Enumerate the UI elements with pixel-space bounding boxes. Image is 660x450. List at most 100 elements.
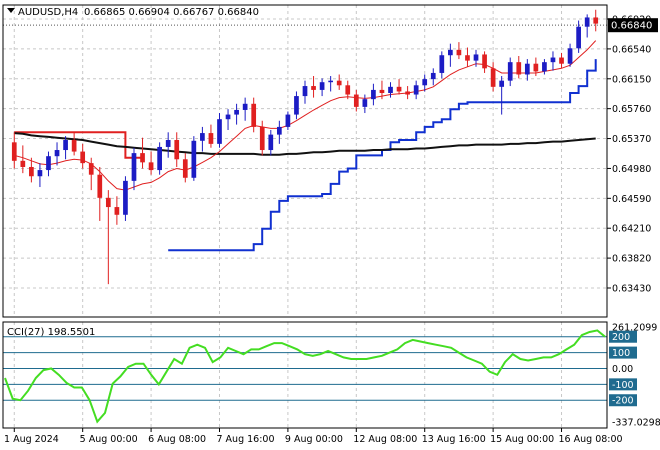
candle-body [456, 49, 462, 56]
candle-body [353, 94, 359, 107]
cci-tick-label: -200 [612, 396, 634, 407]
price-tick-label: 0.66540 [612, 44, 651, 55]
candle-body [533, 63, 539, 72]
cci-tick-label: -100 [612, 380, 634, 391]
candle-body [46, 156, 51, 171]
time-tick-label: 9 Aug 00:00 [285, 434, 343, 445]
candle-body [242, 103, 248, 110]
candle-body [165, 140, 171, 147]
candle-body [88, 163, 94, 175]
candle-body [379, 89, 385, 93]
cci-tick-label: 100 [612, 348, 630, 359]
price-axis: 0.669200.665400.661500.657600.653700.649… [607, 15, 651, 295]
candle-body [593, 17, 599, 24]
candles [11, 9, 599, 285]
price-tick-label: 0.63820 [612, 254, 651, 265]
cci-panel-frame [2, 321, 608, 429]
time-tick-label: 15 Aug 00:00 [490, 434, 554, 445]
candle-body [276, 126, 282, 135]
chevron-down-icon[interactable] [7, 8, 15, 13]
time-tick-label: 6 Aug 08:00 [148, 434, 206, 445]
candle-body [200, 133, 205, 141]
candle-body [285, 114, 291, 127]
cci-level-tag [609, 346, 637, 359]
cci-level-tag [609, 394, 637, 407]
candle-body [251, 103, 257, 127]
candle-body [259, 126, 265, 151]
candle-body [396, 86, 402, 92]
fast-moving-average-line [14, 40, 597, 191]
candle-body [422, 79, 428, 86]
candle-body [559, 57, 564, 64]
cci-tick-label: -337.0298 [612, 418, 660, 429]
candle-body [473, 54, 479, 61]
cci-line [4, 329, 606, 424]
cci-tick-label: 200 [612, 332, 630, 343]
candle-body [234, 109, 239, 115]
candle-body [439, 55, 445, 73]
candle-body [294, 96, 299, 115]
candle-body [405, 91, 410, 95]
price-tag-background [608, 18, 658, 33]
candle-body [123, 180, 128, 215]
candle-body [413, 85, 419, 95]
candle-body [63, 140, 68, 151]
cci-title: CCI(27) 198.5501 [7, 327, 95, 338]
time-axis: 1 Aug 2024 5 Aug 00:00 6 Aug 08:00 7 Aug 16… [4, 428, 623, 445]
candle-body [584, 17, 590, 27]
candle-body [371, 89, 376, 100]
candle-body [140, 153, 145, 163]
candle-body [499, 80, 505, 87]
candle-body [114, 207, 120, 215]
price-tick-label: 0.64210 [612, 224, 651, 235]
candle-body [208, 133, 214, 144]
candle-body [97, 174, 103, 198]
candle-body [576, 26, 581, 49]
main-panel-frame [2, 4, 608, 318]
candle-body [345, 85, 351, 95]
candle-body [550, 57, 556, 63]
time-tick-label: 5 Aug 00:00 [80, 434, 138, 445]
cci-tick-label: 0.00 [612, 364, 633, 375]
candle-body [524, 63, 530, 75]
cci-tick-label: 261.2099 [612, 323, 657, 334]
time-tick-label: 16 Aug 08:00 [559, 434, 623, 445]
candle-body [362, 99, 368, 107]
candle-body [11, 142, 17, 161]
time-tick-label: 1 Aug 2024 [4, 434, 59, 445]
candle-body [567, 48, 573, 64]
price-tick-label: 0.64590 [612, 194, 651, 205]
current-price-tag: 0.66840 [608, 18, 658, 33]
candle-body [20, 160, 26, 167]
cci-level-tag [609, 378, 637, 391]
candle-body [54, 150, 60, 157]
candle-body [507, 62, 513, 81]
candle-body [191, 140, 197, 178]
candle-body [80, 151, 86, 164]
candle-body [37, 170, 43, 177]
candle-body [311, 86, 316, 90]
candle-body [268, 134, 274, 151]
price-tick-label: 0.64980 [612, 164, 651, 175]
candle-body [336, 80, 342, 86]
candle-body [516, 62, 522, 75]
moving-averages [14, 40, 597, 191]
candle-body [217, 119, 222, 144]
main-grid [3, 5, 607, 317]
price-tick-label: 0.63430 [612, 284, 651, 295]
candle-body [225, 114, 231, 120]
candle-body [388, 86, 393, 93]
donchian-upper-line [14, 131, 143, 159]
candle-body [131, 153, 137, 181]
candle-body [71, 140, 77, 152]
time-tick-label: 13 Aug 16:00 [422, 434, 486, 445]
candle-body [302, 86, 308, 97]
ohlc-readout: 0.66865 0.66904 0.66767 0.66840 [84, 7, 259, 18]
cci-level-tag [609, 330, 637, 343]
price-tag-value: 0.66840 [611, 21, 652, 32]
main-price-panel: 0.669200.665400.661500.657600.653700.649… [2, 4, 658, 318]
candle-body [448, 49, 453, 56]
